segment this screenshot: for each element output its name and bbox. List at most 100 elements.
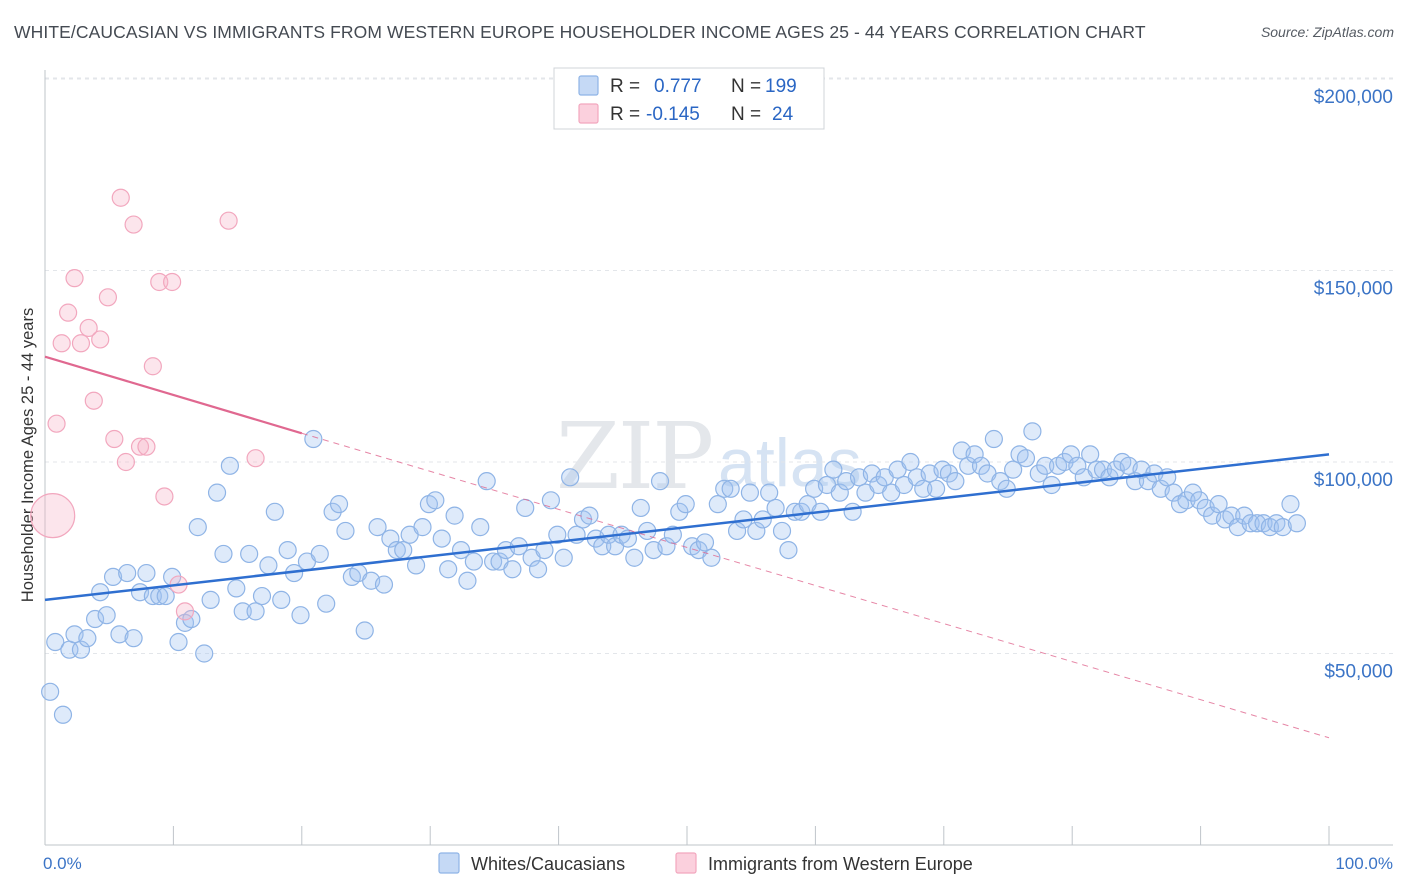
source-credit: Source: ZipAtlas.com — [1260, 24, 1394, 40]
data-point-whites — [169, 632, 188, 652]
data-point-immigrants — [219, 211, 238, 230]
data-point-whites — [85, 609, 105, 629]
legend-r-value-immigrants: -0.145 — [646, 104, 700, 125]
data-point-whites — [195, 644, 214, 663]
data-point-whites — [1241, 514, 1260, 533]
legend-r-label-whites: R = — [610, 76, 640, 97]
data-point-whites — [580, 506, 599, 525]
data-point-whites — [355, 621, 374, 640]
data-point-whites — [240, 544, 259, 564]
data-point-whites — [426, 491, 445, 510]
trend-line-immigrants — [44, 355, 303, 435]
trend-line-immigrants-extension — [301, 432, 1330, 739]
data-point-whites — [715, 479, 734, 498]
data-point-whites — [387, 540, 406, 560]
legend-n-value-immigrants: 24 — [772, 104, 794, 125]
x-ticks — [44, 826, 1330, 845]
watermark-zip: ZIP — [556, 403, 712, 510]
data-point-whites — [97, 606, 116, 625]
data-point-whites — [965, 445, 984, 464]
trend-line-whites — [44, 453, 1330, 602]
data-point-whites — [124, 629, 143, 648]
bottom-legend-swatch-immigrants — [675, 852, 697, 874]
data-point-whites — [317, 594, 336, 613]
data-point-whites — [381, 529, 400, 548]
data-point-immigrants — [155, 487, 174, 506]
data-point-whites — [1287, 514, 1307, 533]
data-point-whites — [188, 518, 207, 537]
legend-n-label-immigrants: N = — [731, 104, 761, 125]
data-point-whites — [830, 483, 849, 502]
data-point-whites — [477, 472, 496, 491]
data-point-whites — [554, 548, 573, 567]
bottom-legend-label-whites: Whites/Caucasians — [471, 854, 625, 874]
data-point-whites — [695, 533, 715, 552]
data-point-whites — [310, 544, 329, 564]
data-point-immigrants — [79, 318, 98, 338]
data-point-whites — [503, 560, 522, 579]
data-point-whites — [329, 495, 349, 514]
data-point-whites — [516, 498, 535, 518]
data-point-whites — [368, 518, 387, 537]
data-point-immigrants — [30, 493, 76, 539]
data-point-immigrants — [52, 334, 71, 353]
data-point-whites — [445, 506, 464, 525]
bottom-legend-swatch-whites — [438, 852, 460, 874]
data-point-whites — [946, 472, 965, 491]
data-point-whites — [53, 705, 73, 724]
data-point-whites — [252, 586, 272, 606]
data-point-whites — [561, 468, 580, 487]
data-point-whites — [214, 544, 233, 564]
legend-swatch-immigrants — [578, 103, 599, 124]
data-point-whites — [46, 632, 65, 652]
legend: R = 0.777 N = 199 R = -0.145 N = 24 — [553, 67, 825, 130]
x-tick-label-end: 100.0% — [1335, 854, 1393, 873]
data-point-whites — [1016, 449, 1036, 468]
x-tick-label-start: 0.0% — [43, 854, 82, 873]
data-point-whites — [631, 498, 650, 518]
data-point-whites — [137, 563, 156, 583]
axes — [44, 70, 1393, 846]
trend-lines — [44, 355, 1330, 739]
data-point-whites — [233, 602, 252, 621]
data-point-whites — [541, 491, 560, 510]
legend-box — [553, 67, 825, 130]
data-point-whites — [464, 552, 483, 571]
data-point-whites — [901, 452, 920, 472]
data-point-whites — [118, 563, 137, 583]
data-point-whites — [1004, 460, 1023, 479]
data-point-whites — [227, 579, 246, 598]
data-point-whites — [1209, 495, 1228, 514]
data-point-whites — [220, 456, 239, 475]
data-point-whites — [959, 456, 978, 475]
data-point-whites — [201, 590, 220, 609]
data-point-immigrants — [130, 437, 150, 456]
legend-r-label-immigrants: R = — [610, 104, 640, 125]
data-point-whites — [657, 537, 676, 556]
data-point-immigrants — [65, 269, 84, 288]
data-point-whites — [747, 521, 766, 541]
data-point-whites — [1222, 506, 1241, 525]
data-point-whites — [625, 548, 644, 567]
data-point-whites — [1281, 495, 1300, 514]
data-point-whites — [265, 502, 284, 521]
data-point-immigrants — [111, 188, 130, 207]
data-point-whites — [650, 472, 670, 491]
data-point-whites — [41, 682, 60, 701]
data-point-whites — [336, 521, 355, 541]
data-point-whites — [458, 571, 477, 590]
data-point-whites — [304, 429, 323, 449]
data-point-whites — [439, 560, 458, 579]
data-point-whites — [103, 567, 123, 587]
data-point-whites — [71, 640, 91, 659]
data-point-immigrants — [143, 357, 162, 376]
legend-n-label-whites: N = — [731, 76, 761, 97]
data-point-whites — [926, 479, 946, 498]
data-point-whites — [471, 518, 490, 537]
data-point-whites — [528, 560, 548, 579]
data-point-whites — [708, 495, 727, 514]
data-point-immigrants — [105, 429, 124, 449]
data-point-immigrants — [137, 437, 156, 456]
chart-title: WHITE/CAUCASIAN VS IMMIGRANTS FROM WESTE… — [14, 22, 1146, 42]
